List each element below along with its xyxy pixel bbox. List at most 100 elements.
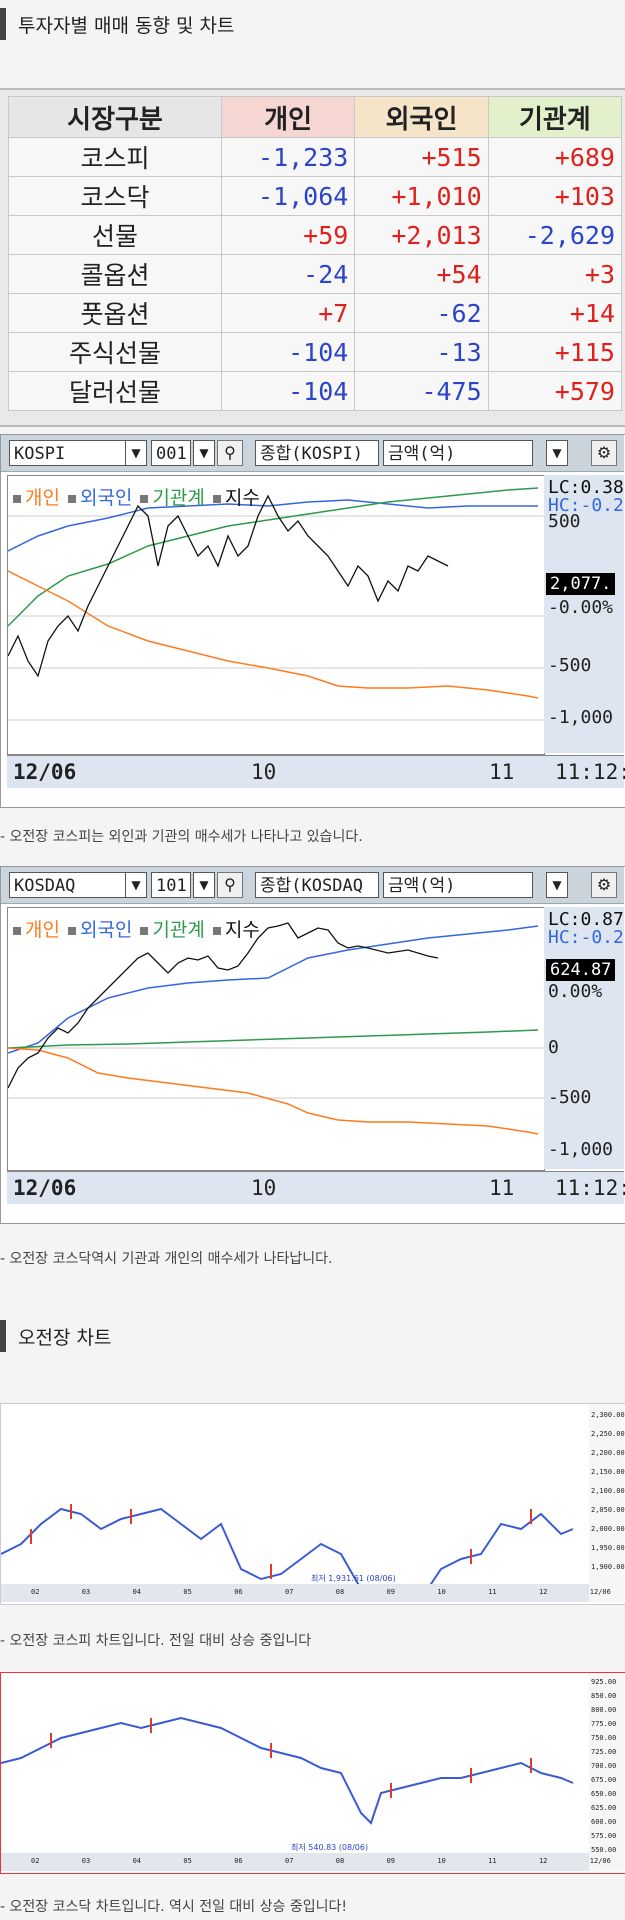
cell-individual: +7 [220,293,356,333]
cell-foreign: -13 [354,332,489,372]
y-tick: 650.00 [591,1790,617,1798]
x-tick: 09 [386,1588,396,1596]
y-tick: -1,000 [548,707,614,728]
table-header-row: 시장구분 개인 외국인 기관계 [8,96,623,138]
x-tick: 08 [335,1588,345,1596]
table-row: 달러선물 -104 -475 +579 [8,371,623,411]
gear-icon[interactable]: ⚙ [591,872,617,898]
unit-dropdown-icon[interactable]: ▼ [546,440,568,466]
investor-flow-table: 시장구분 개인 외국인 기관계 코스피 -1,233 +515 +689 코스닥… [8,96,623,411]
kospi-lines [7,487,544,721]
x-tick: 07 [284,1588,294,1596]
x-tick: 11 [488,1857,497,1865]
plot-area [7,907,545,1171]
table-row: 선물 +59 +2,013 -2,629 [8,215,623,255]
legend-institution: 기관계 [140,483,205,510]
y-tick: 775.00 [591,1720,617,1728]
kosdaq-caption: - 오전장 코스닥역시 기관과 개인의 매수세가 나타납니다. [0,1251,333,1267]
code-dropdown-icon[interactable]: ▼ [193,440,215,466]
series-index [7,494,449,678]
kospi-investor-chart: KOSPI ▼ 001 ▼ ⚲ 종합(KOSPI) 금액(억) ▼ ⚙ 개인 외… [0,434,625,808]
section-title: 오전장 차트 [0,1316,111,1356]
svg-text:최저 1,931.61 (08/06): 최저 1,931.61 (08/06) [311,1573,396,1583]
cell-institution: -2,629 [487,215,623,255]
x-axis: 02 03 04 05 06 07 08 09 10 11 12 12/06 [31,1857,611,1865]
market-dropdown-icon[interactable]: ▼ [125,872,147,898]
x-tick: 04 [132,1588,142,1596]
cell-individual: -104 [220,332,356,372]
cell-foreign: +1,010 [354,176,489,216]
y-tick: 850.00 [591,1692,617,1700]
cell-individual: -24 [220,254,356,294]
x-axis: 12/06 10 11 11:12:0 [7,755,625,788]
series-institution [7,487,539,627]
gear-icon[interactable]: ⚙ [591,440,617,466]
y-axis: LC:0.87 HC:-0.20 624.87 0.00% 0 -500 -1,… [544,907,625,1169]
y-tick: 625.00 [591,1804,617,1812]
row-label: 주식선물 [8,332,222,372]
code-select[interactable]: 001 [151,440,191,466]
cell-foreign: -475 [354,371,489,411]
table-row: 풋옵션 +7 -62 +14 [8,293,623,333]
x-label: 10 [251,760,277,784]
y-tick: 1,950.00 [591,1544,625,1552]
x-label: 11 [489,760,515,784]
kospi-caption: - 오전장 코스피는 외인과 기관의 매수세가 나타나고 있습니다. [0,829,363,845]
cell-institution: +103 [487,176,623,216]
market-dropdown-icon[interactable]: ▼ [125,440,147,466]
cell-foreign: +2,013 [354,215,489,255]
market-select[interactable]: KOSPI [9,440,127,466]
investor-flow-table-wrap: 시장구분 개인 외국인 기관계 코스피 -1,233 +515 +689 코스닥… [0,88,625,427]
x-tick: 12 [538,1588,548,1596]
cell-institution: +14 [487,293,623,333]
lc-label: LC:0.38 [548,477,624,498]
header-institution: 기관계 [487,96,623,138]
cell-individual: +59 [220,215,356,255]
cell-individual: -104 [220,371,356,411]
y-tick: 2,000.00 [591,1525,625,1533]
y-tick: 750.00 [591,1734,617,1742]
search-icon[interactable]: ⚲ [217,440,243,466]
market-select[interactable]: KOSDAQ [9,872,127,898]
code-select[interactable]: 101 [151,872,191,898]
cell-foreign: +515 [354,137,489,177]
y-tick: 675.00 [591,1776,617,1784]
cell-foreign: -62 [354,293,489,333]
y-tick: 575.00 [591,1832,617,1840]
section-title-text: 투자자별 매매 동향 및 차트 [18,14,235,37]
y-tick: 800.00 [591,1706,617,1714]
title-bar [0,8,6,40]
x-axis: 12/06 10 11 11:12:0 [7,1171,625,1204]
unit-dropdown-icon[interactable]: ▼ [546,872,568,898]
unit-select[interactable]: 금액(억) [383,872,533,898]
search-icon[interactable]: ⚲ [217,872,243,898]
plot-area [7,475,545,755]
price-badge: 624.87 [546,959,616,981]
header-foreign: 외국인 [354,96,489,138]
x-tick: 06 [234,1588,243,1596]
table-row: 코스피 -1,233 +515 +689 [8,137,623,177]
chart-toolbar: KOSPI ▼ 001 ▼ ⚲ 종합(KOSPI) 금액(억) ▼ ⚙ [1,435,624,472]
x-tick: 12 [538,1857,548,1865]
code-dropdown-icon[interactable]: ▼ [193,872,215,898]
x-label: 11:12:0 [555,1176,625,1200]
x-label: 12/06 [13,1176,77,1200]
section-title-text: 오전장 차트 [18,1326,112,1349]
unit-select[interactable]: 금액(억) [383,440,533,466]
table-row: 주식선물 -104 -13 +115 [8,332,623,372]
cell-foreign: +54 [354,254,489,294]
y-tick: 600.00 [591,1818,617,1826]
legend-foreign: 외국인 [67,483,132,510]
y-tick: 725.00 [591,1748,617,1756]
kospi-candle-chart: 최저 1,931.61 (08/06) 2,300.00 2,250.00 2,… [0,1403,625,1616]
x-tick: 03 [81,1588,91,1596]
index-name-field: 종합(KOSPI) [255,440,379,466]
change-label: -0.00% [548,597,614,618]
price-badge: 2,077. [546,573,616,595]
y-tick: 2,200.00 [591,1449,625,1457]
cell-individual: -1,064 [220,176,356,216]
y-tick: 1,900.00 [591,1563,625,1571]
cell-institution: +579 [487,371,623,411]
legend-institution: 기관계 [140,915,205,942]
legend-foreign: 외국인 [67,915,132,942]
